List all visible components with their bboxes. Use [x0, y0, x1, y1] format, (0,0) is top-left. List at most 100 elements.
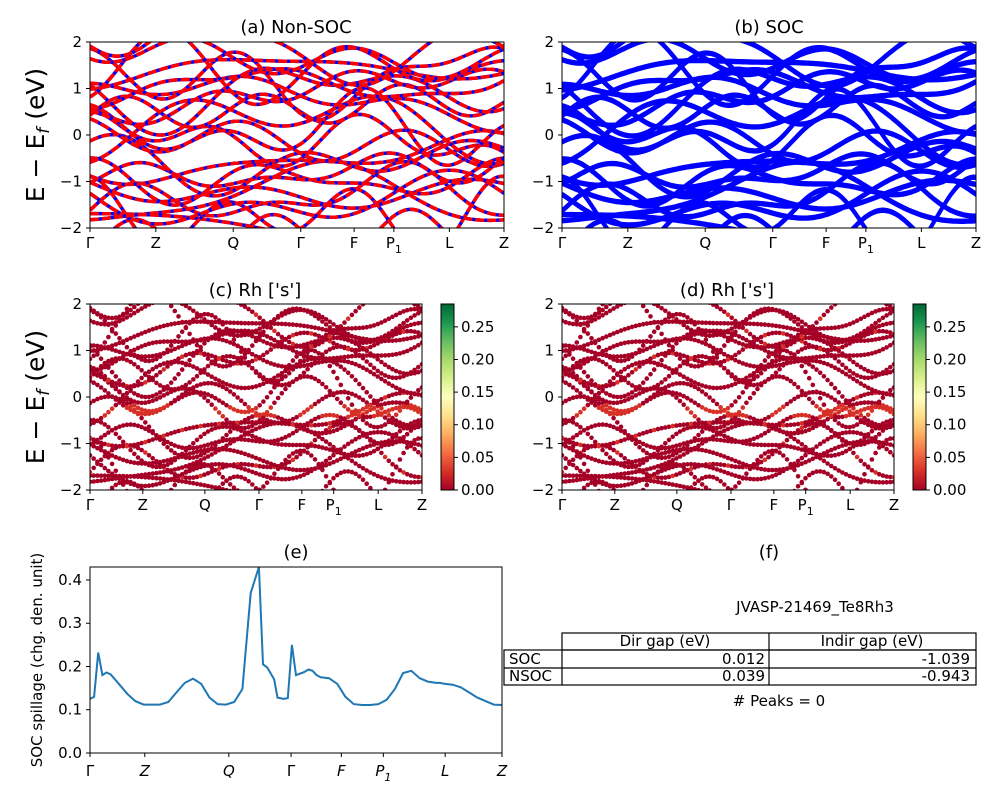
x-tick-label: L [441, 762, 449, 780]
band-point [191, 475, 196, 480]
band-point [670, 390, 675, 396]
band-point [843, 448, 849, 454]
band-point [301, 330, 307, 336]
band-point [810, 450, 816, 456]
band-point [224, 354, 229, 359]
band-point [154, 340, 159, 345]
band-point [106, 451, 111, 457]
band-point [692, 400, 698, 406]
band-point [246, 347, 251, 353]
band-point [622, 464, 627, 469]
band-point [390, 338, 395, 344]
band-point [766, 376, 771, 382]
band-point [146, 399, 152, 405]
band-point [806, 396, 812, 402]
band-point [227, 332, 233, 337]
band-point [611, 368, 616, 373]
band-point [637, 478, 642, 484]
band-point [699, 463, 705, 468]
band-point [364, 367, 370, 373]
band-point [884, 419, 889, 425]
band-line [562, 108, 976, 168]
band-point [124, 480, 130, 485]
band-point [283, 382, 288, 387]
band-point [128, 400, 133, 405]
band-point [607, 392, 613, 398]
band-point [692, 414, 698, 419]
band-point [865, 440, 871, 445]
band-point [600, 388, 605, 394]
band-point [758, 476, 764, 482]
band-point [685, 422, 690, 427]
band-point [688, 398, 694, 403]
band-point [832, 325, 838, 331]
band-point [298, 422, 303, 428]
band-point [305, 362, 310, 368]
band-point [235, 358, 240, 364]
band-point [401, 309, 406, 314]
band-point [570, 370, 576, 376]
band-point [851, 412, 856, 418]
band-point [194, 338, 200, 344]
band-point [714, 437, 720, 443]
band-point [651, 304, 657, 307]
band-point [272, 384, 277, 390]
band-point [213, 450, 218, 455]
band-point [320, 319, 325, 324]
band-point [832, 304, 838, 307]
band-point [386, 381, 392, 386]
band-point [345, 370, 351, 376]
band-point [320, 464, 325, 469]
panel-f-title: (f) [759, 542, 779, 563]
band-point [725, 357, 731, 362]
band-point [884, 480, 889, 485]
band-point [762, 322, 768, 327]
band-point [714, 360, 720, 366]
band-point [836, 400, 841, 405]
band-point [703, 463, 709, 469]
band-point [736, 395, 742, 400]
band-point [165, 299, 170, 304]
band-point [821, 453, 827, 458]
band-point [194, 424, 200, 430]
band-point [592, 457, 598, 463]
band-point [640, 343, 646, 348]
band-point [154, 299, 159, 304]
band-point [253, 338, 259, 344]
band-point [338, 456, 344, 462]
band-point [360, 452, 366, 458]
band-point [135, 345, 141, 351]
band-point [762, 358, 768, 363]
band-point [803, 444, 808, 450]
band-point [600, 313, 605, 318]
band-point [143, 439, 148, 445]
band-point [888, 334, 893, 339]
band-point [832, 452, 838, 458]
band-point [736, 409, 742, 415]
band-point [386, 316, 392, 322]
band-point [674, 443, 679, 449]
y-tick-label: −1 [532, 173, 554, 191]
band-point [364, 299, 369, 304]
band-point [888, 422, 893, 428]
band-point [139, 407, 144, 412]
band-point [257, 334, 263, 339]
band-point [290, 348, 296, 353]
band-point [393, 432, 399, 437]
band-point [570, 462, 576, 468]
band-point [659, 475, 664, 481]
band-point [773, 358, 779, 364]
band-point [168, 431, 174, 436]
band-point [758, 442, 764, 448]
band-point [581, 329, 587, 334]
band-point [191, 441, 196, 446]
band-point [375, 429, 381, 435]
band-point [294, 428, 299, 434]
band-point [261, 329, 266, 335]
band-point [803, 340, 808, 346]
band-point [810, 417, 816, 423]
band-point [135, 400, 141, 405]
band-point [109, 447, 115, 453]
band-point [327, 319, 333, 325]
band-point [596, 480, 602, 485]
